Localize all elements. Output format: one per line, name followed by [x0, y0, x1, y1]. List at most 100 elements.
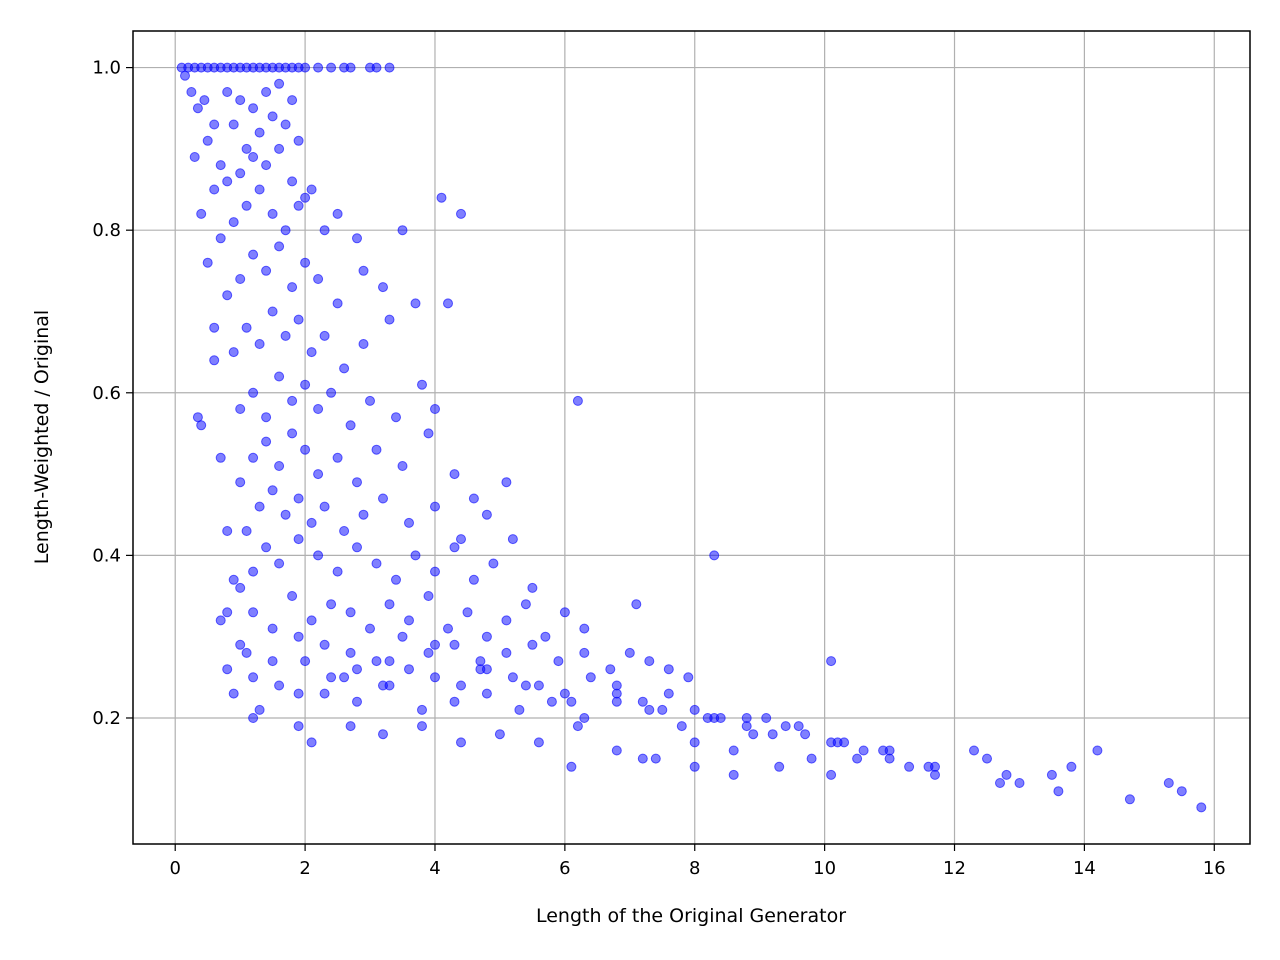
data-point: [573, 396, 582, 405]
data-point: [359, 266, 368, 275]
data-point: [314, 470, 323, 479]
data-point: [242, 527, 251, 536]
data-point: [301, 193, 310, 202]
data-point: [405, 665, 414, 674]
data-point: [223, 527, 232, 536]
data-point: [275, 372, 284, 381]
data-point: [288, 396, 297, 405]
data-point: [307, 348, 316, 357]
data-point: [457, 738, 466, 747]
data-point: [749, 730, 758, 739]
data-point: [353, 697, 362, 706]
data-point: [612, 746, 621, 755]
data-point: [560, 689, 569, 698]
data-point: [262, 437, 271, 446]
data-point: [405, 518, 414, 527]
data-point: [275, 462, 284, 471]
data-point: [210, 323, 219, 332]
data-point: [294, 689, 303, 698]
data-point: [827, 770, 836, 779]
data-point: [249, 714, 258, 723]
data-point: [236, 169, 245, 178]
data-point: [333, 209, 342, 218]
data-point: [1067, 762, 1076, 771]
data-point: [424, 648, 433, 657]
data-point: [580, 714, 589, 723]
data-point: [229, 689, 238, 698]
data-point: [905, 762, 914, 771]
data-point: [482, 510, 491, 519]
data-point: [268, 209, 277, 218]
data-point: [645, 705, 654, 714]
data-point: [307, 185, 316, 194]
data-point: [268, 624, 277, 633]
data-point: [677, 722, 686, 731]
data-point: [327, 673, 336, 682]
data-point: [275, 559, 284, 568]
data-point: [210, 356, 219, 365]
data-point: [398, 462, 407, 471]
x-tick-label: 6: [559, 858, 570, 879]
data-point: [301, 258, 310, 267]
data-point: [203, 258, 212, 267]
data-point: [392, 575, 401, 584]
data-point: [476, 665, 485, 674]
data-point: [359, 340, 368, 349]
data-point: [320, 689, 329, 698]
data-point: [418, 705, 427, 714]
data-point: [1177, 787, 1186, 796]
data-point: [502, 478, 511, 487]
data-point: [333, 567, 342, 576]
data-point: [580, 648, 589, 657]
data-point: [379, 494, 388, 503]
y-tick-label: 0.2: [92, 708, 121, 729]
data-point: [1002, 770, 1011, 779]
data-point: [405, 616, 414, 625]
data-point: [431, 640, 440, 649]
x-tick-label: 10: [813, 858, 836, 879]
data-point: [236, 640, 245, 649]
data-point: [249, 608, 258, 617]
data-point: [437, 193, 446, 202]
data-point: [340, 527, 349, 536]
x-tick-label: 14: [1073, 858, 1096, 879]
data-point: [768, 730, 777, 739]
data-point: [1054, 787, 1063, 796]
data-point: [651, 754, 660, 763]
x-tick-label: 2: [299, 858, 310, 879]
data-point: [249, 673, 258, 682]
data-point: [197, 209, 206, 218]
data-point: [567, 762, 576, 771]
data-point: [223, 291, 232, 300]
data-point: [281, 331, 290, 340]
data-point: [242, 648, 251, 657]
data-point: [379, 283, 388, 292]
data-point: [996, 779, 1005, 788]
data-point: [181, 71, 190, 80]
data-point: [840, 738, 849, 747]
data-point: [268, 486, 277, 495]
data-point: [353, 478, 362, 487]
data-point: [560, 608, 569, 617]
data-point: [521, 681, 530, 690]
data-point: [431, 502, 440, 511]
data-point: [301, 657, 310, 666]
data-point: [242, 323, 251, 332]
data-point: [294, 136, 303, 145]
data-point: [236, 275, 245, 284]
data-point: [262, 161, 271, 170]
data-point: [320, 226, 329, 235]
data-point: [268, 307, 277, 316]
data-point: [385, 315, 394, 324]
data-point: [625, 648, 634, 657]
data-point: [521, 600, 530, 609]
data-point: [781, 722, 790, 731]
data-point: [216, 616, 225, 625]
data-point: [482, 689, 491, 698]
data-point: [366, 396, 375, 405]
data-point: [210, 120, 219, 129]
data-point: [366, 624, 375, 633]
data-point: [294, 535, 303, 544]
